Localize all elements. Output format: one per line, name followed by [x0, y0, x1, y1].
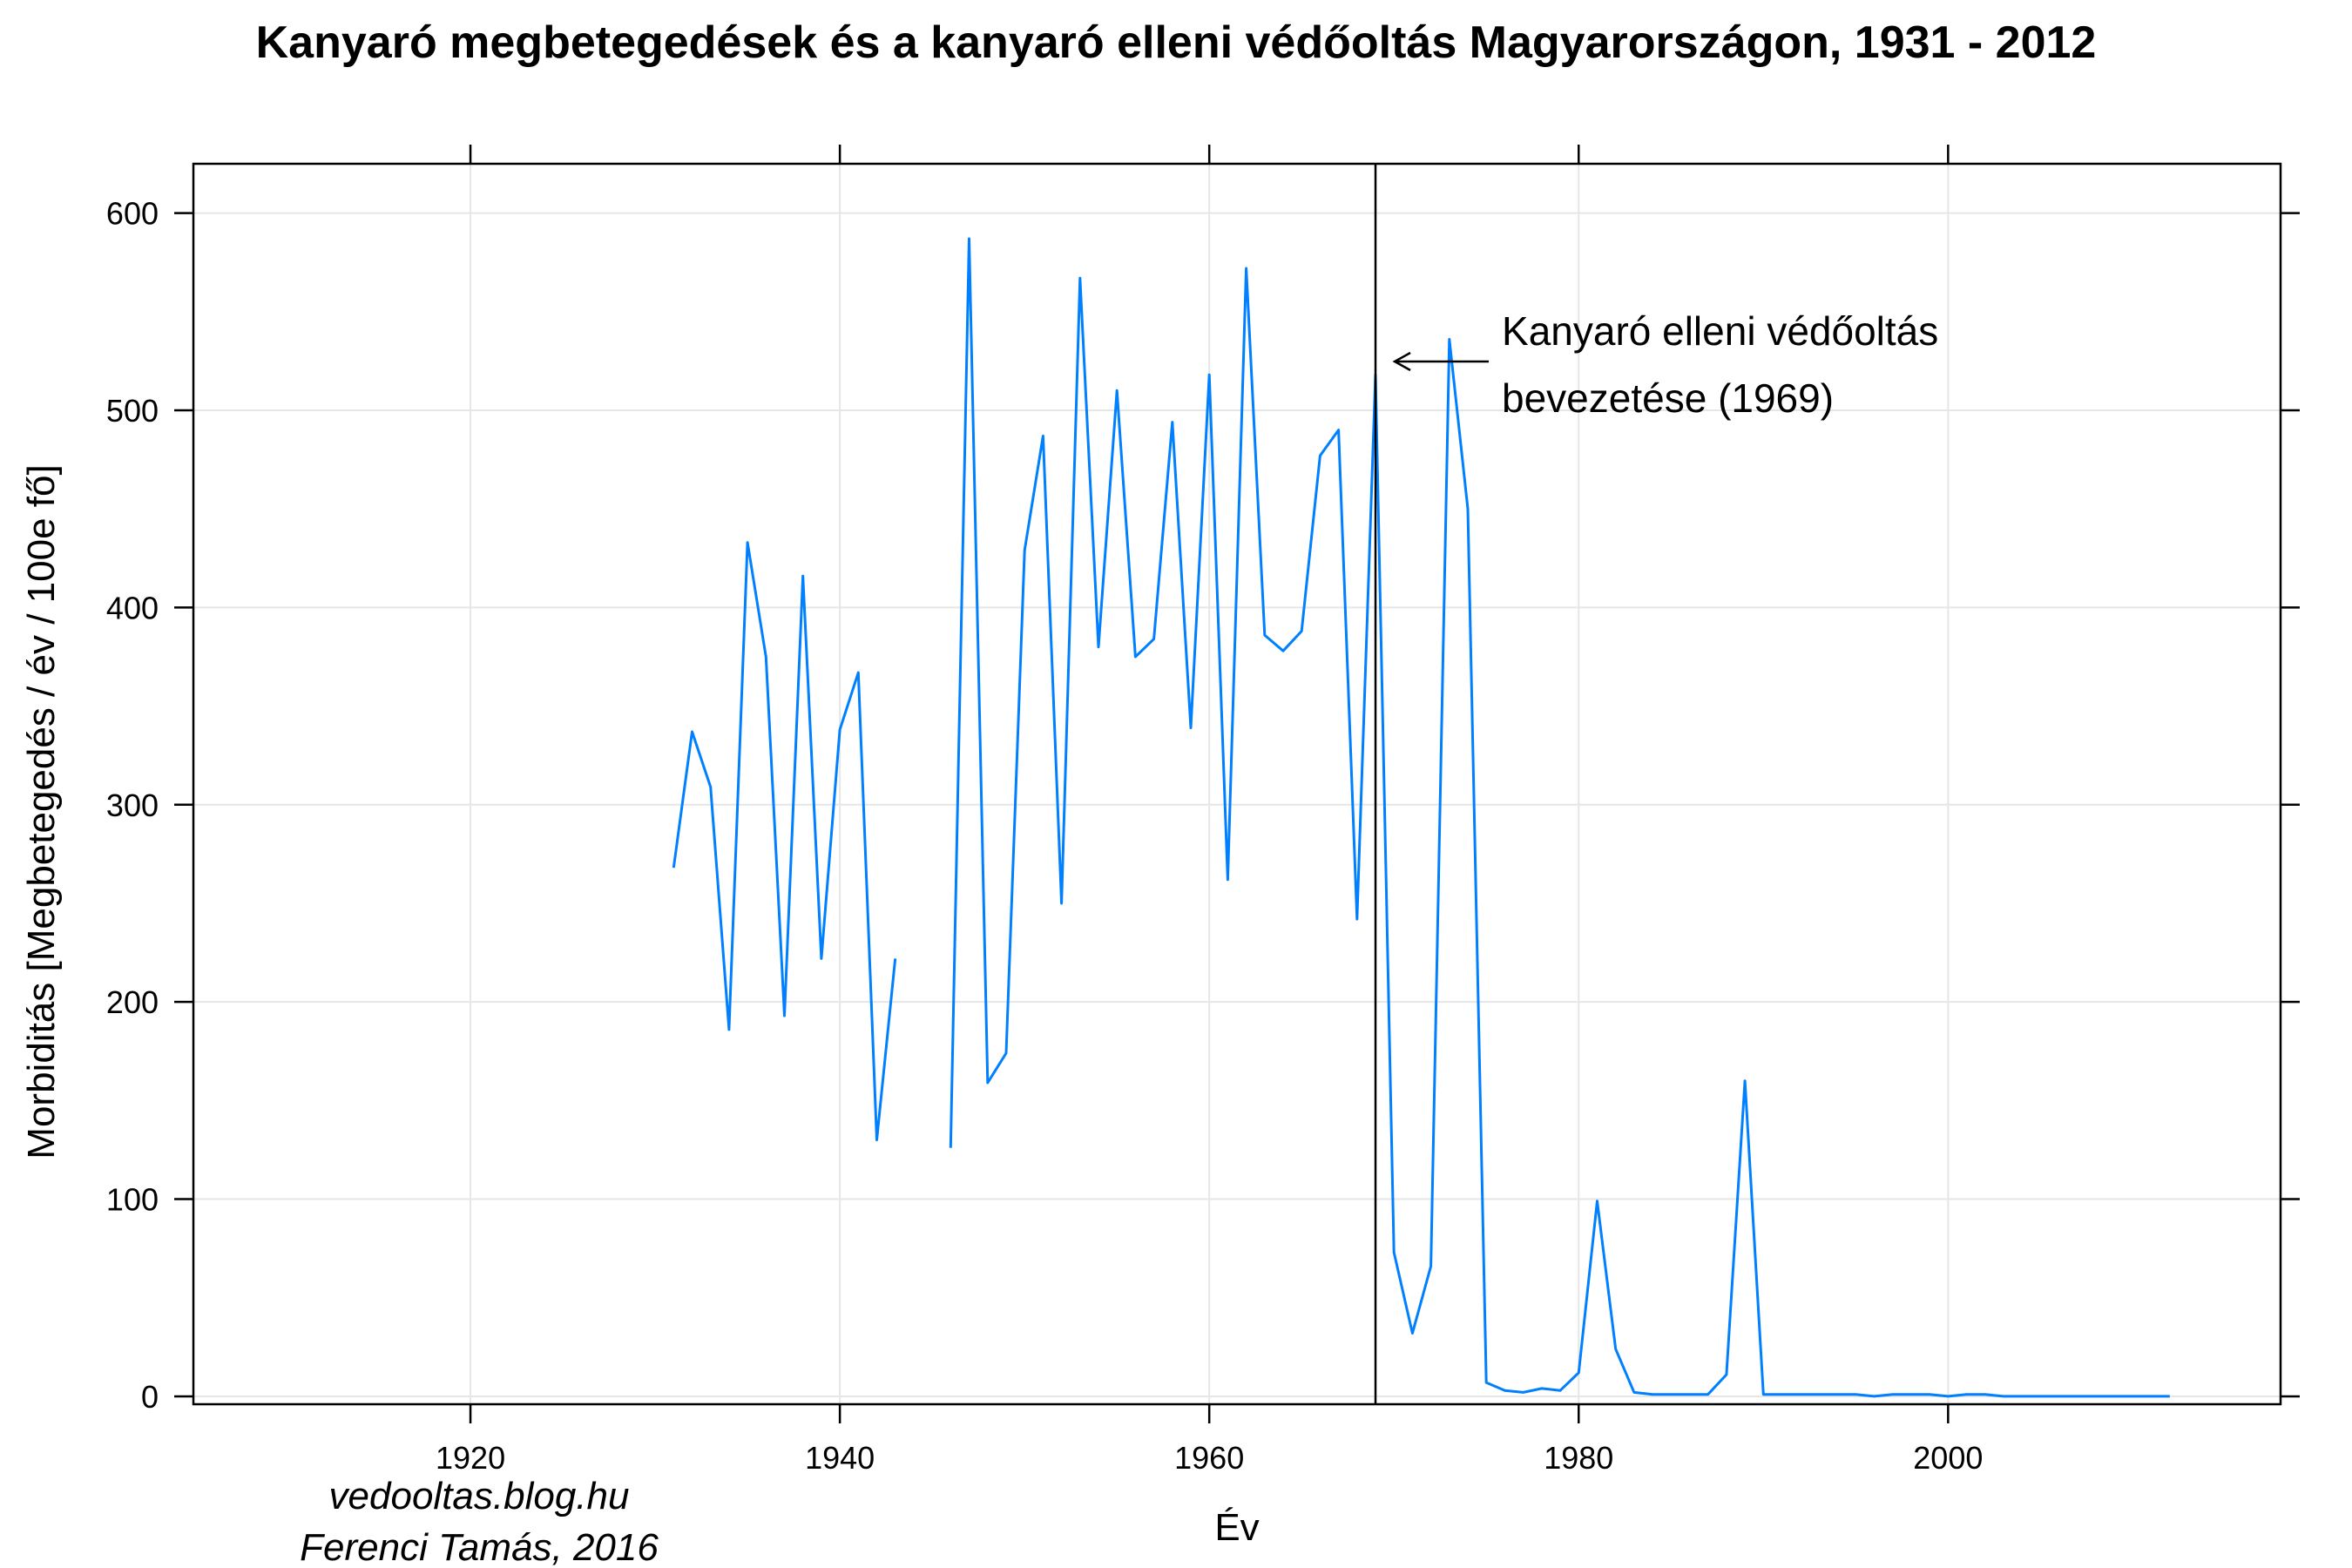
- annotation-text-line2: bevezetése (1969): [1502, 375, 1834, 421]
- annotation-text-line1: Kanyaró elleni védőoltás: [1502, 308, 1938, 354]
- x-tick-label: 1960: [1174, 1440, 1244, 1476]
- plot-frame: [192, 162, 2282, 1406]
- x-tick-label: 1920: [436, 1440, 505, 1476]
- credit-blog: vedooltas.blog.hu: [329, 1475, 630, 1517]
- chart-title: Kanyaró megbetegedések és a kanyaró elle…: [256, 17, 2097, 68]
- y-tick-label: 0: [141, 1379, 159, 1415]
- x-axis-label: Év: [1214, 1506, 1259, 1549]
- data-points: [673, 239, 2170, 1396]
- x-tick-label: 1940: [805, 1440, 875, 1476]
- y-axis-tick-labels: 0 100 200 300 400 500 600: [106, 196, 159, 1415]
- annotation-arrowhead: [1392, 351, 1411, 372]
- x-axis-tick-labels: 1920 1940 1960 1980 2000: [436, 1440, 1983, 1476]
- grid: [193, 164, 2281, 1404]
- credit-author: Ferenci Tamás, 2016: [300, 1526, 659, 1568]
- x-tick-label: 2000: [1913, 1440, 1983, 1476]
- y-tick-label: 200: [106, 984, 159, 1020]
- x-tick-label: 1980: [1544, 1440, 1613, 1476]
- y-tick-label: 600: [106, 196, 159, 232]
- series-path: [672, 237, 2170, 1398]
- series-line: [672, 237, 2170, 1398]
- axis-ticks: [174, 145, 2300, 1423]
- y-tick-label: 300: [106, 787, 159, 823]
- y-tick-label: 400: [106, 590, 159, 625]
- y-tick-label: 100: [106, 1182, 159, 1218]
- y-tick-label: 500: [106, 393, 159, 429]
- y-axis-label: Morbiditás [Megbetegedés / év / 100e fő]: [20, 464, 63, 1159]
